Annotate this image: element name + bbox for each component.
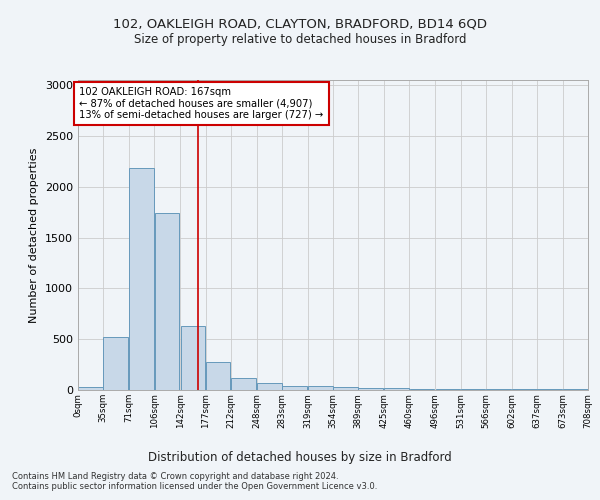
Text: Size of property relative to detached houses in Bradford: Size of property relative to detached ho… — [134, 32, 466, 46]
Bar — [385, 388, 409, 390]
Bar — [103, 337, 128, 390]
Bar — [78, 387, 103, 390]
Text: Contains public sector information licensed under the Open Government Licence v3: Contains public sector information licen… — [12, 482, 377, 491]
Bar — [308, 386, 333, 390]
Bar — [231, 378, 256, 390]
Bar — [410, 389, 434, 390]
Text: 102 OAKLEIGH ROAD: 167sqm
← 87% of detached houses are smaller (4,907)
13% of se: 102 OAKLEIGH ROAD: 167sqm ← 87% of detac… — [79, 87, 323, 120]
Bar — [282, 386, 307, 390]
Bar — [358, 388, 383, 390]
Text: Distribution of detached houses by size in Bradford: Distribution of detached houses by size … — [148, 451, 452, 464]
Y-axis label: Number of detached properties: Number of detached properties — [29, 148, 40, 322]
Bar — [257, 384, 281, 390]
Bar — [206, 362, 230, 390]
Bar — [155, 213, 179, 390]
Bar — [130, 168, 154, 390]
Bar — [333, 387, 358, 390]
Text: Contains HM Land Registry data © Crown copyright and database right 2024.: Contains HM Land Registry data © Crown c… — [12, 472, 338, 481]
Bar — [181, 326, 205, 390]
Text: 102, OAKLEIGH ROAD, CLAYTON, BRADFORD, BD14 6QD: 102, OAKLEIGH ROAD, CLAYTON, BRADFORD, B… — [113, 18, 487, 30]
